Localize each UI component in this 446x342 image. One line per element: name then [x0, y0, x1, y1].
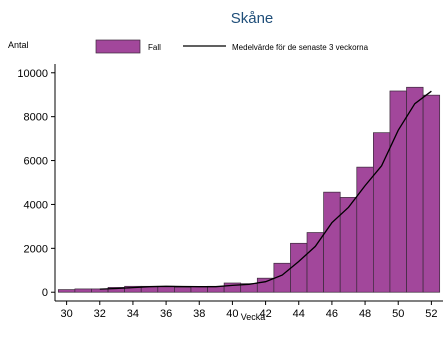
bar-week-31 — [74, 288, 92, 293]
y-tick-label: 0 — [42, 287, 48, 299]
y-tick-label: 6000 — [24, 156, 48, 168]
chart-title: Skåne — [231, 10, 274, 27]
y-axis-label: Antal — [8, 40, 29, 50]
x-tick-label: 34 — [127, 308, 139, 320]
x-tick-label: 32 — [94, 308, 106, 320]
x-axis-label: Vecka — [241, 312, 266, 322]
x-tick-label: 38 — [193, 308, 205, 320]
x-tick-label: 42 — [259, 308, 271, 320]
x-tick-label: 36 — [160, 308, 172, 320]
y-tick-label: 2000 — [24, 243, 48, 255]
y-tick-label: 8000 — [24, 112, 48, 124]
bar-week-52 — [422, 94, 441, 293]
y-tick-label: 10000 — [17, 68, 48, 80]
bar-week-30 — [57, 289, 76, 293]
x-tick-label: 52 — [425, 308, 437, 320]
x-tick-label: 30 — [60, 308, 72, 320]
x-tick-label: 44 — [293, 308, 305, 320]
legend-swatch-fall — [95, 39, 141, 54]
bar-week-46 — [323, 191, 341, 293]
bar-week-37 — [174, 286, 192, 293]
x-tick-label: 50 — [392, 308, 404, 320]
bar-week-45 — [306, 232, 324, 293]
legend-label-mean: Medelvärde för de senaste 3 veckorna — [232, 43, 369, 52]
bar-week-47 — [339, 197, 358, 293]
x-tick-label: 48 — [359, 308, 371, 320]
bar-week-42 — [256, 277, 275, 293]
legend: Fall Medelvärde för de senaste 3 veckorn… — [95, 39, 369, 54]
plot-area: 0 2000 4000 6000 8000 10000 30 32 34 36 38 40 42 44 46… — [17, 64, 443, 320]
bar-week-51 — [406, 86, 424, 293]
legend-label-fall: Fall — [148, 43, 161, 52]
bar-week-36 — [157, 285, 175, 293]
bar-week-38 — [190, 286, 208, 293]
y-tick-label: 4000 — [24, 199, 48, 211]
bar-week-44 — [290, 242, 308, 293]
x-tick-label: 40 — [226, 308, 238, 320]
mean-line — [99, 90, 432, 290]
bar-week-49 — [373, 132, 391, 293]
x-tick-label: 46 — [326, 308, 338, 320]
